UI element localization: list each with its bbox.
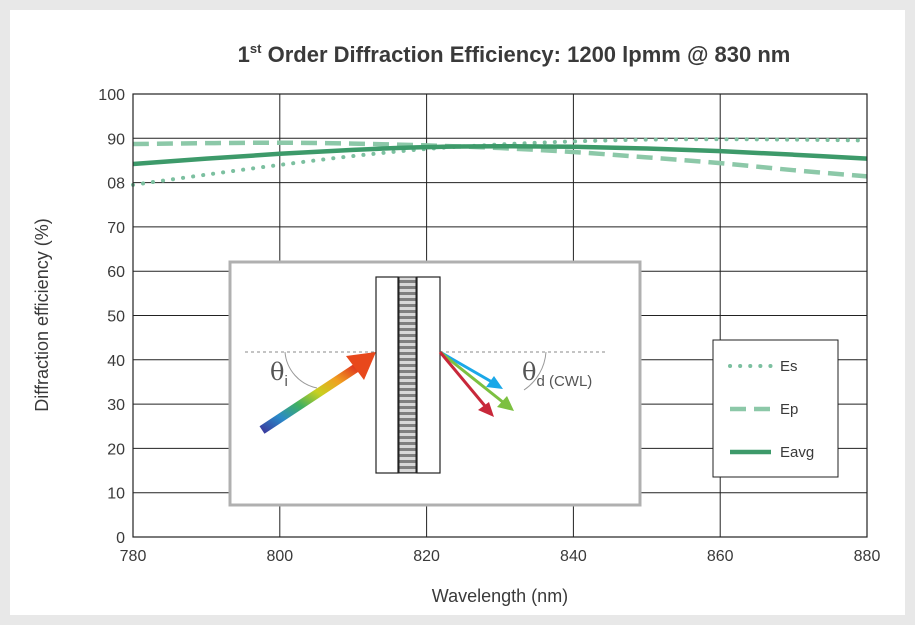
x-tick-label: 780	[120, 548, 147, 565]
y-tick-label: 30	[107, 397, 125, 414]
diffraction-efficiency-chart: 1st Order Diffraction Efficiency: 1200 l…	[32, 41, 880, 606]
y-tick-label: 10	[107, 486, 125, 503]
y-tick-label: 70	[107, 220, 125, 237]
y-tick-label: 90	[107, 131, 125, 148]
diffracted-beam-red	[438, 351, 487, 407]
legend: Es Ep Eavg	[712, 339, 839, 478]
x-tick-label: 800	[266, 548, 293, 565]
x-tick-label: 820	[413, 548, 440, 565]
y-tick-label: 08	[107, 176, 125, 193]
diffracted-arrowhead-green	[497, 396, 514, 411]
grating-inset: θi θd (CWL)	[228, 260, 642, 507]
legend-label-eavg: Eavg	[780, 444, 814, 461]
x-tick-label: 860	[707, 548, 734, 565]
diffraction-angle-arc	[523, 351, 547, 391]
y-tick-label: 50	[107, 309, 125, 326]
chart-title: 1st Order Diffraction Efficiency: 1200 l…	[238, 41, 791, 67]
diffracted-arrowhead-blue	[486, 376, 503, 389]
axis-ticks: 780 800 820 840 860 880 0 10 20 30 40 50 60 70 08 90 100	[98, 87, 880, 565]
theta-i-label: θi	[270, 358, 288, 390]
chart-panel: 1st Order Diffraction Efficiency: 1200 l…	[10, 10, 905, 615]
y-tick-label: 20	[107, 441, 125, 458]
y-axis-label: Diffraction efficiency (%)	[32, 218, 52, 411]
incident-arrowhead	[346, 352, 376, 380]
series-line-eavg	[132, 144, 868, 167]
series-lines	[131, 137, 869, 187]
x-tick-label: 840	[560, 548, 587, 565]
incidence-angle-arc	[284, 351, 318, 389]
diffracted-arrowhead-red	[478, 402, 494, 417]
x-tick-label: 880	[854, 548, 881, 565]
grating-substrate-left	[375, 276, 399, 474]
incident-beam-arrow	[259, 364, 359, 434]
legend-label-ep: Ep	[780, 401, 798, 418]
x-axis-label: Wavelength (nm)	[432, 586, 568, 606]
plot-frame	[132, 93, 868, 538]
theta-d-label: θd (CWL)	[522, 358, 592, 390]
grating-substrate-right	[416, 276, 441, 474]
grating-grooves	[398, 276, 417, 474]
diffracted-beams	[438, 350, 514, 417]
legend-label-es: Es	[780, 358, 798, 375]
y-tick-label: 60	[107, 264, 125, 281]
y-tick-label: 100	[98, 87, 125, 104]
y-tick-label: 0	[116, 530, 125, 547]
diffracted-beam-green	[439, 350, 505, 405]
y-tick-label: 40	[107, 353, 125, 370]
